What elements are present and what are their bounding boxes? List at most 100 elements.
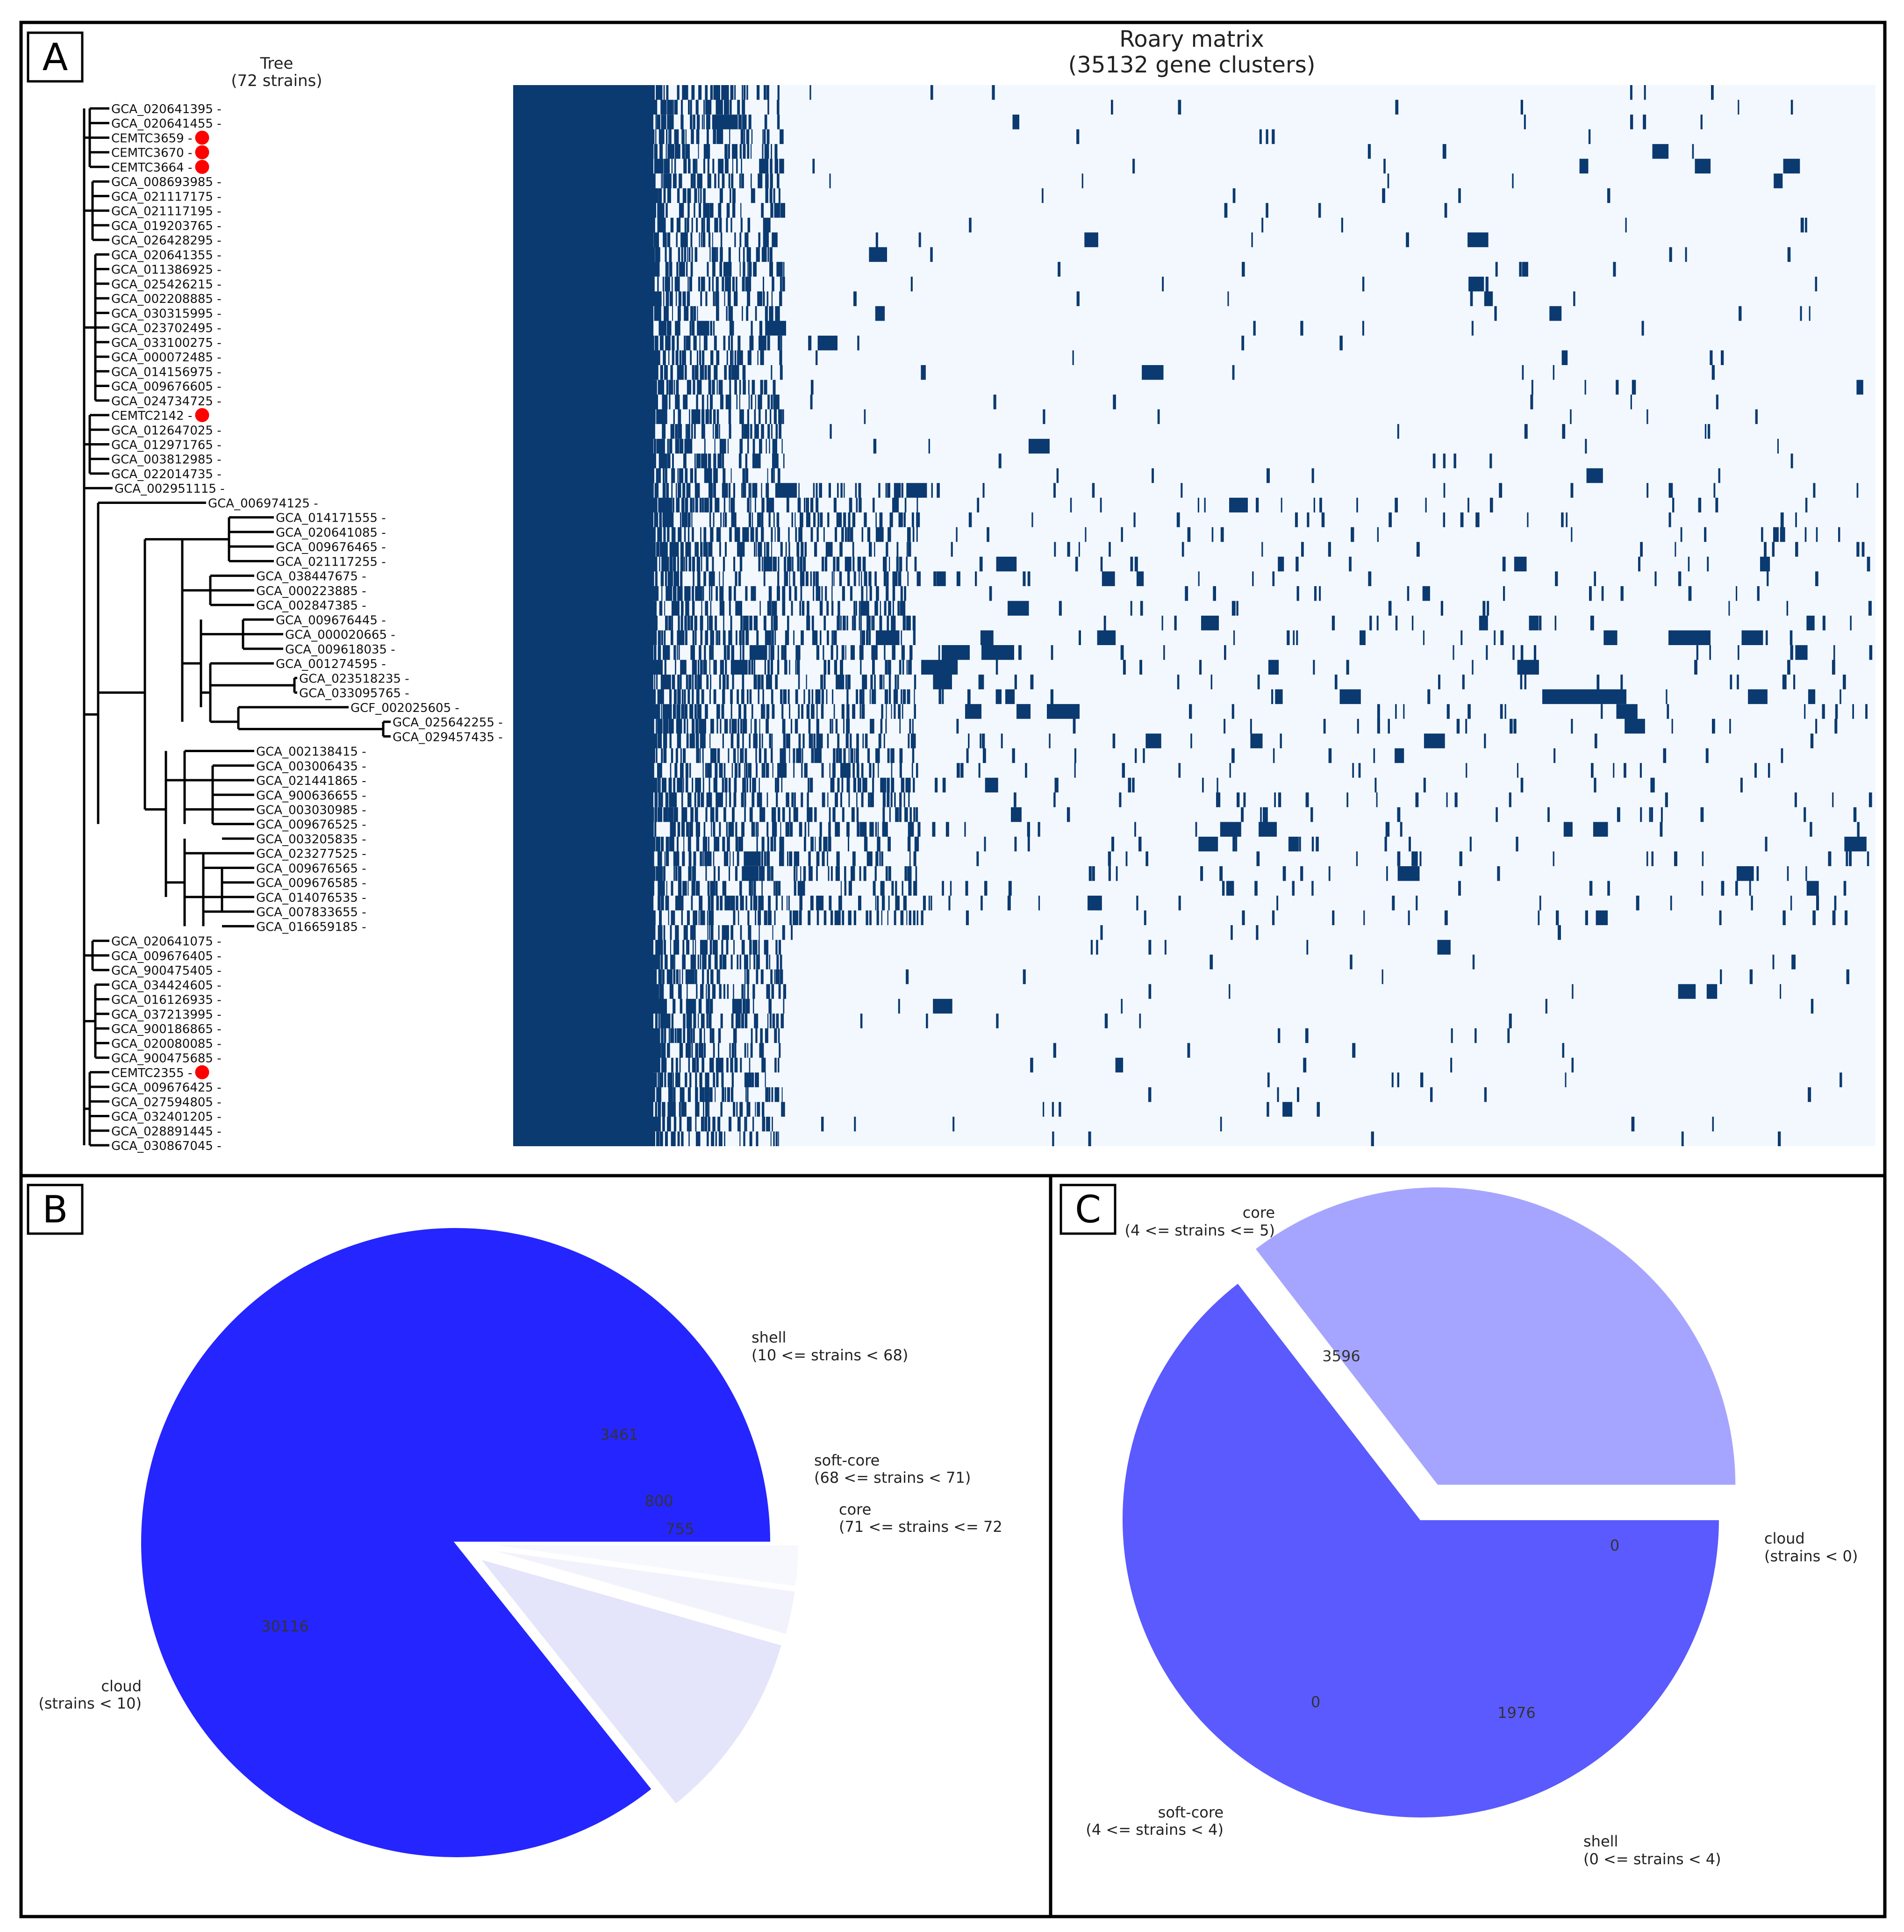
highlight-marker-icon bbox=[195, 159, 209, 174]
pie-slice-cloud bbox=[139, 1226, 773, 1860]
pie-c-range-core: (4 <= strains <= 5) bbox=[1125, 1221, 1275, 1239]
strain-label: GCA_020080085 - bbox=[111, 1037, 222, 1051]
strain-label: GCA_009676605 - bbox=[111, 380, 222, 394]
pie-b-range-core: (71 <= strains <= 72 bbox=[839, 1518, 1002, 1536]
pie-c-range-cloud: (strains < 0) bbox=[1764, 1547, 1858, 1565]
strain-label: GCA_016126935 - bbox=[111, 993, 222, 1007]
pie-b-range-shell: (10 <= strains < 68) bbox=[752, 1346, 908, 1364]
strain-label: GCA_023518235 - bbox=[299, 672, 409, 686]
pie-b-range-softcore: (68 <= strains < 71) bbox=[814, 1469, 971, 1487]
highlight-marker-icon bbox=[195, 408, 209, 423]
pie-chart-b bbox=[139, 1226, 800, 1860]
panel-borders bbox=[19, 21, 1887, 1918]
pie-slice-core bbox=[1121, 1281, 1721, 1820]
pie-b-value-core: 755 bbox=[666, 1520, 694, 1538]
strain-label: GCA_023277525 - bbox=[256, 847, 366, 861]
strain-label: GCA_020641075 - bbox=[111, 935, 222, 949]
pie-c-name-core: core bbox=[1243, 1204, 1275, 1221]
strain-label: CEMTC3664 - bbox=[111, 161, 192, 175]
strain-label: GCA_021117255 - bbox=[276, 555, 386, 569]
tree-title: Tree bbox=[260, 54, 293, 73]
strain-label: GCA_000020665 - bbox=[285, 628, 395, 642]
strain-label: GCA_022014735 - bbox=[111, 467, 222, 481]
strain-label: GCA_027594805 - bbox=[111, 1095, 222, 1109]
strain-label: GCA_006974125 - bbox=[208, 496, 318, 510]
strain-label: GCA_038447675 - bbox=[256, 570, 366, 584]
strain-label: GCA_002138415 - bbox=[256, 745, 366, 759]
strain-label: GCA_900186865 - bbox=[111, 1022, 222, 1036]
highlight-marker-icon bbox=[195, 1065, 209, 1079]
strain-label: GCA_014156975 - bbox=[111, 365, 222, 379]
strain-label: GCA_020641355 - bbox=[111, 248, 222, 262]
strain-label: GCA_030315995 - bbox=[111, 307, 222, 321]
strain-label: GCA_016659185 - bbox=[256, 920, 366, 934]
strain-label: GCA_009618035 - bbox=[285, 643, 395, 657]
strain-label: GCA_023702495 - bbox=[111, 322, 222, 336]
highlight-markers bbox=[195, 130, 209, 1079]
strain-label: GCA_000223885 - bbox=[256, 584, 366, 598]
matrix-background bbox=[513, 85, 1875, 1146]
strain-label: GCA_009676565 - bbox=[256, 862, 366, 876]
strain-label: GCA_024734725 - bbox=[111, 395, 222, 409]
pie-c-range-softcore: (4 <= strains < 4) bbox=[1086, 1821, 1224, 1839]
panel-label-c: C bbox=[1059, 1184, 1117, 1235]
strain-label: GCA_033100275 - bbox=[111, 336, 222, 350]
strain-label: GCA_028891445 - bbox=[111, 1125, 222, 1139]
matrix-present-cells bbox=[649, 85, 1873, 1146]
strain-label: GCA_020641395 - bbox=[111, 102, 222, 116]
pie-c-name-cloud: cloud bbox=[1764, 1530, 1805, 1547]
strain-labels: GCA_020641395 -GCA_020641455 -CEMTC3659 … bbox=[111, 102, 503, 1153]
strain-label: GCA_003205835 - bbox=[256, 833, 366, 847]
strain-label: CEMTC2142 - bbox=[111, 409, 192, 423]
highlight-marker-icon bbox=[195, 130, 209, 145]
strain-label: GCA_007833655 - bbox=[256, 905, 366, 919]
strain-label: GCA_021441865 - bbox=[256, 774, 366, 788]
strain-label: GCA_025426215 - bbox=[111, 278, 222, 292]
pie-c-value-core: 3596 bbox=[1322, 1347, 1360, 1365]
strain-label: GCA_000072485 - bbox=[111, 351, 222, 365]
strain-label: GCA_900636655 - bbox=[256, 789, 366, 803]
strain-label: GCA_002208885 - bbox=[111, 292, 222, 306]
pie-c-value-cloud: 0 bbox=[1610, 1537, 1619, 1554]
roary-matrix bbox=[513, 85, 1875, 1146]
strain-label: GCA_021117175 - bbox=[111, 190, 222, 204]
pie-slice-softcore bbox=[483, 1547, 797, 1637]
svg-text:C: C bbox=[1075, 1188, 1101, 1231]
strain-label: GCA_900475685 - bbox=[111, 1052, 222, 1066]
pie-slice-shell bbox=[476, 1556, 784, 1806]
strain-label: GCA_009676465 - bbox=[276, 540, 386, 554]
svg-text:A: A bbox=[43, 36, 68, 79]
strain-label: GCA_008693985 - bbox=[111, 175, 222, 189]
strain-label: GCA_001274595 - bbox=[276, 657, 386, 671]
strain-label: GCA_019203765 - bbox=[111, 219, 222, 233]
svg-text:B: B bbox=[43, 1188, 68, 1231]
strain-label: GCA_009676525 - bbox=[256, 818, 366, 832]
matrix-subtitle: (35132 gene clusters) bbox=[1068, 52, 1316, 78]
pie-b-name-cloud: cloud bbox=[101, 1677, 142, 1695]
pie-c-name-shell: shell bbox=[1583, 1832, 1618, 1850]
strain-label: GCA_009676425 - bbox=[111, 1081, 222, 1095]
strain-label: GCA_012647025 - bbox=[111, 424, 222, 438]
strain-label: GCA_002951115 - bbox=[115, 482, 225, 496]
pie-b-value-softcore: 800 bbox=[644, 1492, 673, 1510]
strain-label: CEMTC2355 - bbox=[111, 1066, 192, 1080]
strain-label: GCA_021117195 - bbox=[111, 205, 222, 219]
strain-label: GCA_009676405 - bbox=[111, 949, 222, 963]
panel-label-b: B bbox=[27, 1184, 84, 1235]
strain-label: GCA_009676445 - bbox=[276, 613, 386, 627]
strain-label: GCA_002847385 - bbox=[256, 599, 366, 613]
strain-label: CEMTC3670 - bbox=[111, 146, 192, 160]
pie-b-value-cloud: 30116 bbox=[261, 1617, 309, 1635]
pie-chart-c bbox=[1121, 1185, 1738, 1820]
strain-label: GCA_012971765 - bbox=[111, 438, 222, 452]
strain-label: GCA_003030985 - bbox=[256, 803, 366, 817]
strain-label: GCF_002025605 - bbox=[351, 701, 459, 715]
strain-label: CEMTC3659 - bbox=[111, 131, 192, 145]
pie-slice-shell bbox=[1253, 1185, 1738, 1487]
strain-label: GCA_020641085 - bbox=[276, 526, 386, 540]
strain-label: GCA_003006435 - bbox=[256, 760, 366, 774]
strain-label: GCA_900475405 - bbox=[111, 964, 222, 978]
strain-label: GCA_037213995 - bbox=[111, 1008, 222, 1022]
strain-label: GCA_029457435 - bbox=[393, 730, 503, 744]
